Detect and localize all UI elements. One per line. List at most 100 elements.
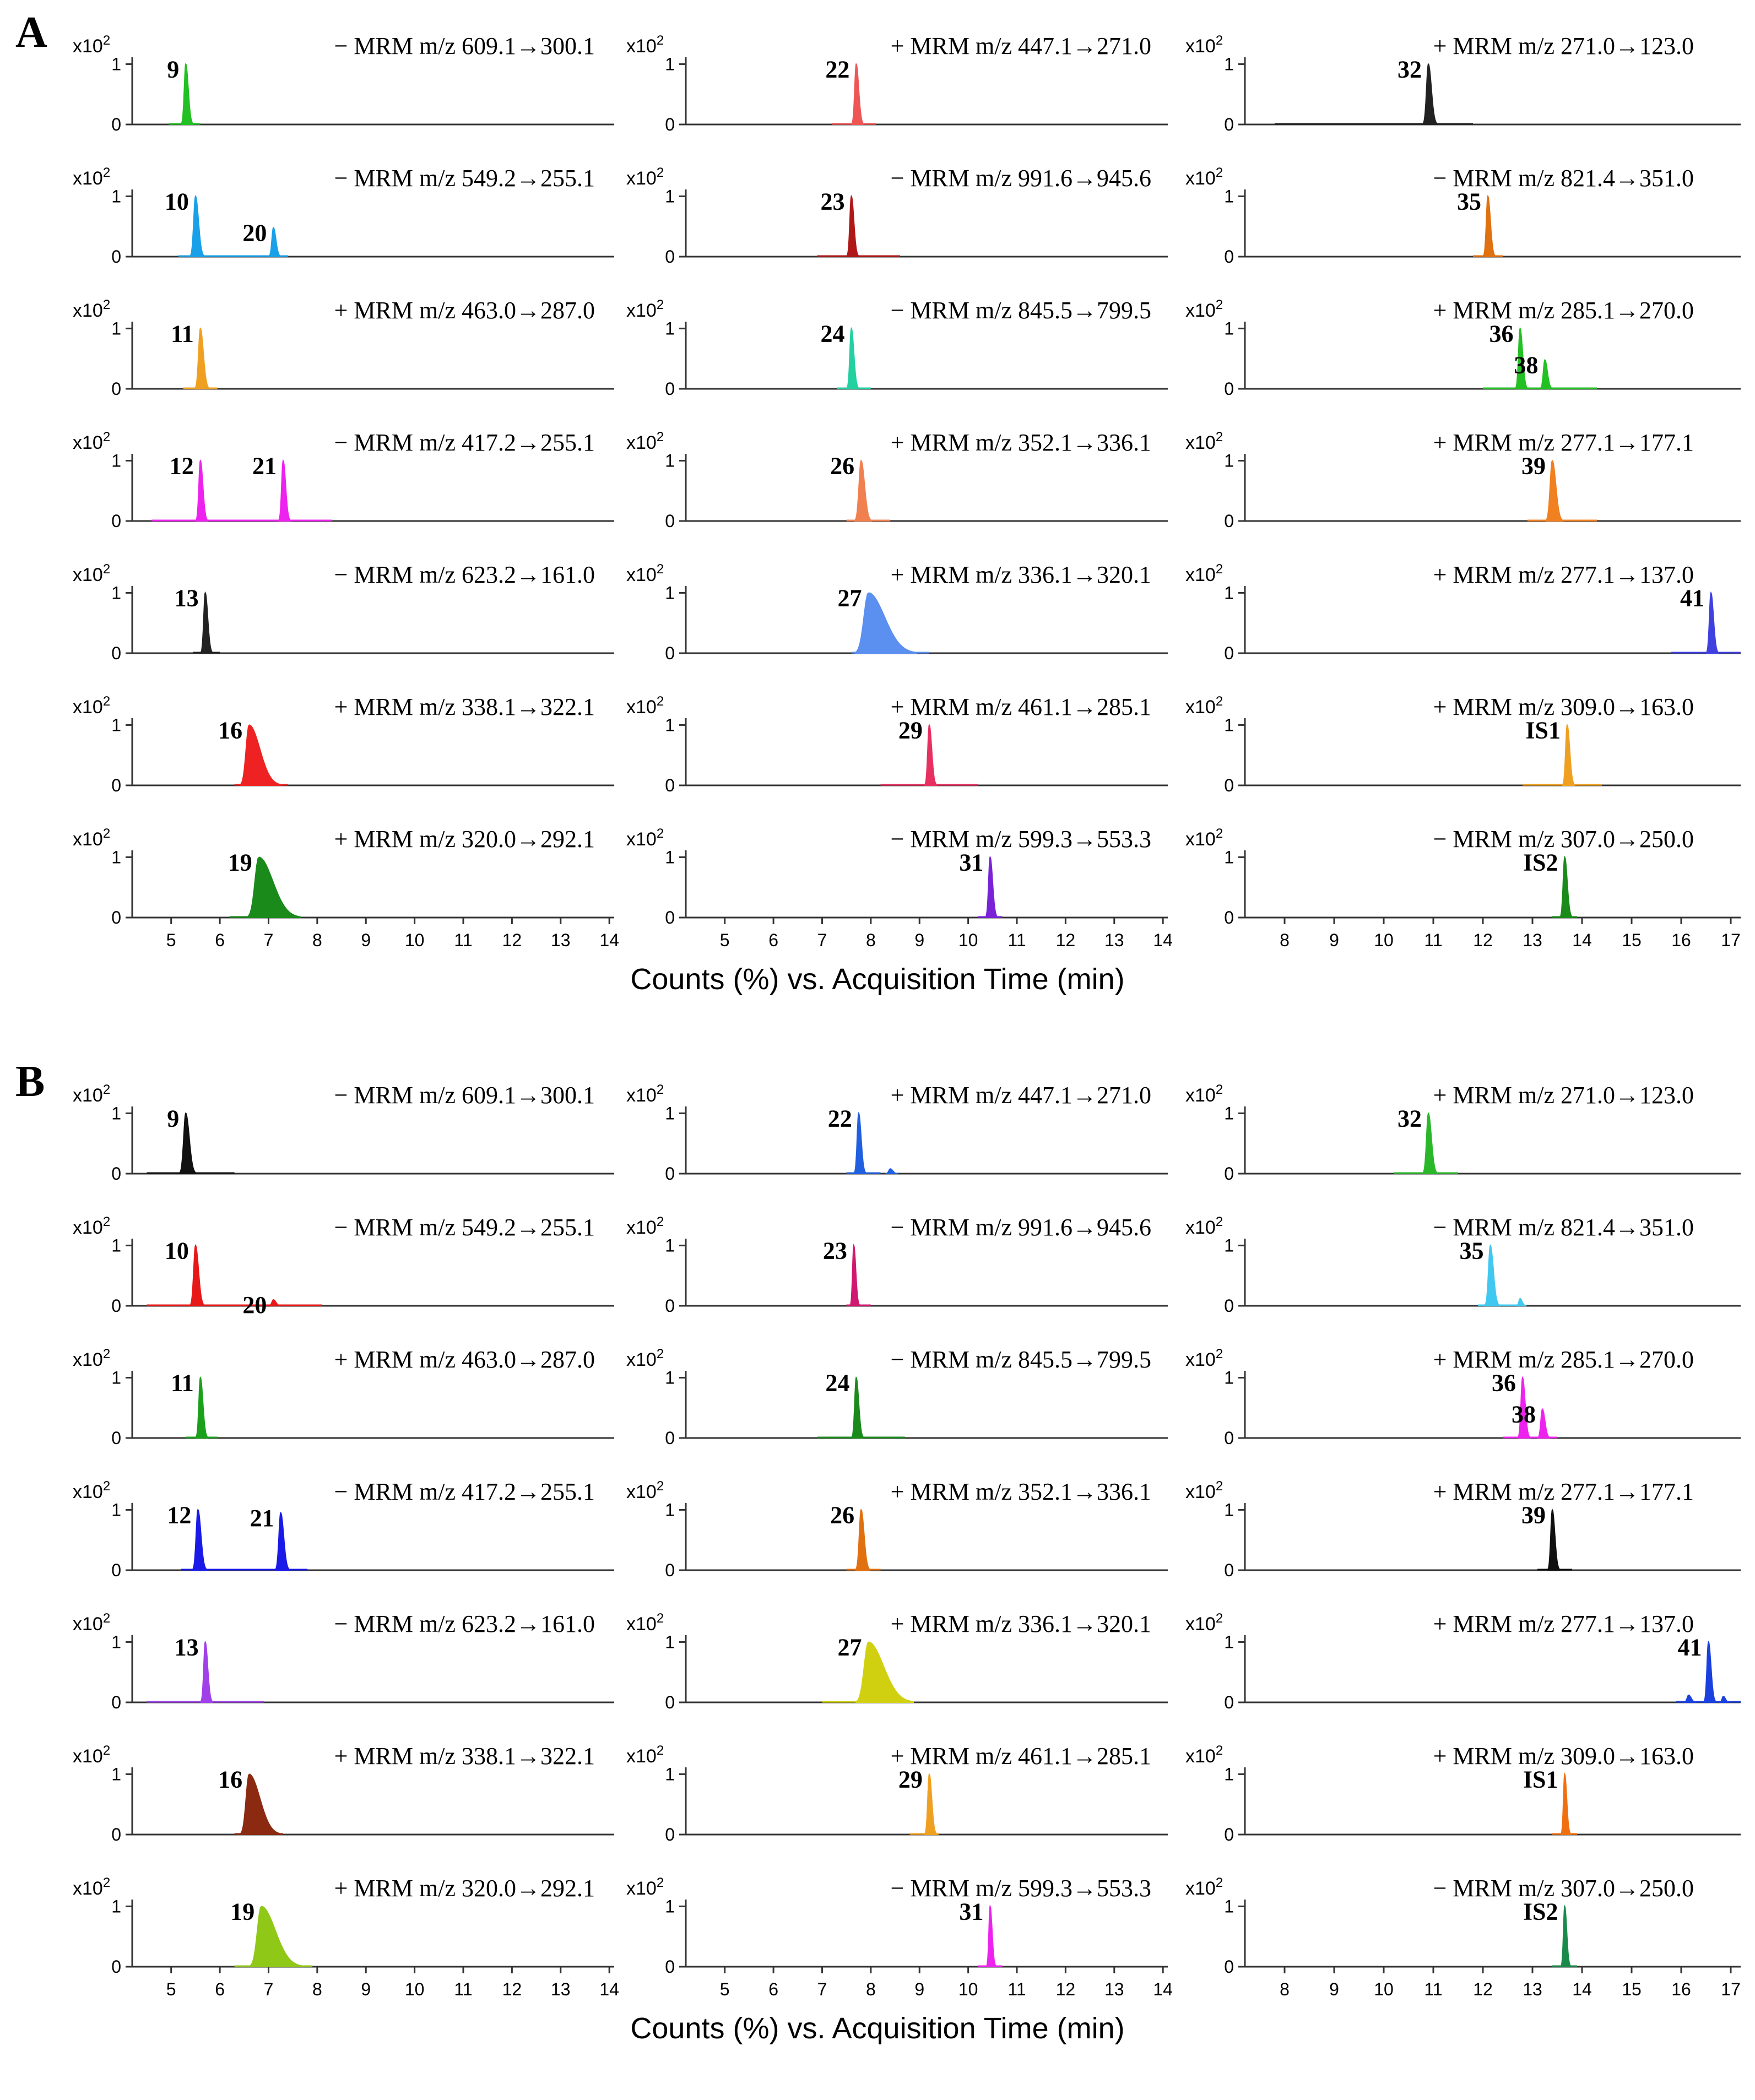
- peak: [1517, 1376, 1531, 1439]
- y-scale-label: x102: [1185, 1082, 1223, 1106]
- x-tick-label: 13: [551, 930, 571, 950]
- y-tick-label: 0: [111, 775, 121, 795]
- y-scale-exponent: 2: [657, 694, 664, 709]
- peak-label: 21: [252, 452, 277, 479]
- y-tick-label: 1: [1224, 847, 1234, 867]
- y-scale-exponent: 2: [1216, 1479, 1223, 1494]
- y-scale-label: x102: [626, 694, 664, 718]
- x-tick-label: 6: [215, 1979, 225, 1999]
- peak: [1547, 1508, 1561, 1571]
- y-scale-label: x102: [626, 1743, 664, 1767]
- y-scale-exponent: 2: [657, 165, 664, 180]
- y-tick-label: 1: [1224, 318, 1234, 338]
- y-tick-label: 1: [1224, 1632, 1234, 1652]
- peak-label: 12: [167, 1501, 191, 1528]
- peak: [179, 1112, 197, 1174]
- x-tick-label: 7: [817, 1979, 827, 1999]
- peak-label: 9: [167, 56, 179, 83]
- y-scale-base: x10: [1185, 1085, 1216, 1106]
- y-scale-label: x102: [626, 1347, 664, 1370]
- peak: [195, 459, 208, 522]
- peak-label: 13: [175, 584, 199, 611]
- peak: [1719, 1695, 1730, 1703]
- x-tick-label: 8: [312, 930, 322, 950]
- trace-title: + MRM m/z 463.0→287.0: [334, 1346, 595, 1373]
- x-tick-label: 13: [551, 1979, 571, 1999]
- y-tick-label: 1: [111, 318, 121, 338]
- y-tick-label: 1: [111, 847, 121, 867]
- trace-title: + MRM m/z 338.1→322.1: [334, 1743, 595, 1770]
- y-tick-label: 1: [111, 1368, 121, 1387]
- y-scale-base: x10: [73, 168, 103, 189]
- peak: [192, 1508, 208, 1571]
- y-scale-base: x10: [1185, 36, 1216, 57]
- trace-title: − MRM m/z 599.3→553.3: [891, 1875, 1151, 1902]
- y-scale-exponent: 2: [657, 33, 664, 48]
- peak: [985, 855, 998, 918]
- y-scale-label: x102: [1185, 694, 1223, 718]
- peak: [240, 724, 282, 786]
- peak: [851, 63, 864, 125]
- y-scale-base: x10: [1185, 1878, 1216, 1899]
- y-scale-base: x10: [1185, 1482, 1216, 1502]
- x-tick-label: 16: [1671, 1979, 1691, 1999]
- peak: [1545, 459, 1563, 522]
- y-scale-label: x102: [73, 1082, 110, 1106]
- peak-label: 38: [1514, 351, 1539, 378]
- x-tick-label: 14: [599, 1979, 619, 1999]
- y-tick-label: 0: [665, 1825, 675, 1844]
- peak: [849, 1244, 860, 1306]
- x-tick-label: 14: [1572, 1979, 1592, 1999]
- y-scale-label: x102: [73, 165, 110, 189]
- y-tick-label: 0: [111, 1296, 121, 1316]
- y-tick-label: 0: [665, 379, 675, 399]
- trace-title: − MRM m/z 609.1→300.1: [334, 1082, 595, 1109]
- y-tick-label: 0: [665, 1957, 675, 1977]
- y-tick-label: 0: [1224, 643, 1234, 663]
- x-tick-label: 10: [958, 930, 978, 950]
- x-tick-label: 17: [1721, 930, 1741, 950]
- peak-label: 20: [242, 1292, 267, 1318]
- peak: [247, 856, 301, 918]
- trace-title: + MRM m/z 277.1→137.0: [1433, 1610, 1694, 1637]
- y-tick-label: 0: [665, 115, 675, 134]
- x-tick-label: 10: [405, 1979, 425, 1999]
- trace-title: + MRM m/z 285.1→270.0: [1433, 1346, 1694, 1373]
- y-tick-label: 0: [665, 1560, 675, 1580]
- y-scale-exponent: 2: [1216, 1875, 1223, 1890]
- x-tick-label: 13: [1523, 1979, 1542, 1999]
- trace-title: − MRM m/z 609.1→300.1: [334, 32, 595, 59]
- y-scale-exponent: 2: [657, 1347, 664, 1361]
- x-tick-label: 9: [914, 930, 924, 950]
- y-scale-label: x102: [73, 33, 110, 57]
- y-tick-label: 1: [665, 1632, 675, 1652]
- y-tick-label: 0: [111, 1164, 121, 1184]
- y-scale-base: x10: [73, 1217, 103, 1238]
- x-tick-label: 9: [1329, 1979, 1339, 1999]
- y-scale-label: x102: [1185, 165, 1223, 189]
- y-tick-label: 1: [665, 1764, 675, 1784]
- peak: [986, 1904, 996, 1967]
- y-tick-label: 0: [1224, 1164, 1234, 1184]
- trace-title: − MRM m/z 623.2→161.0: [334, 561, 595, 588]
- y-scale-base: x10: [626, 829, 657, 850]
- y-scale-label: x102: [626, 1214, 664, 1238]
- x-tick-label: 7: [264, 930, 274, 950]
- y-tick-label: 0: [111, 247, 121, 267]
- y-tick-label: 0: [665, 643, 675, 663]
- y-scale-exponent: 2: [1216, 694, 1223, 709]
- trace-title: − MRM m/z 991.6→945.6: [891, 1214, 1151, 1241]
- y-tick-label: 1: [111, 1896, 121, 1916]
- y-scale-exponent: 2: [103, 1479, 110, 1494]
- y-scale-label: x102: [626, 1611, 664, 1635]
- peak: [885, 1168, 898, 1174]
